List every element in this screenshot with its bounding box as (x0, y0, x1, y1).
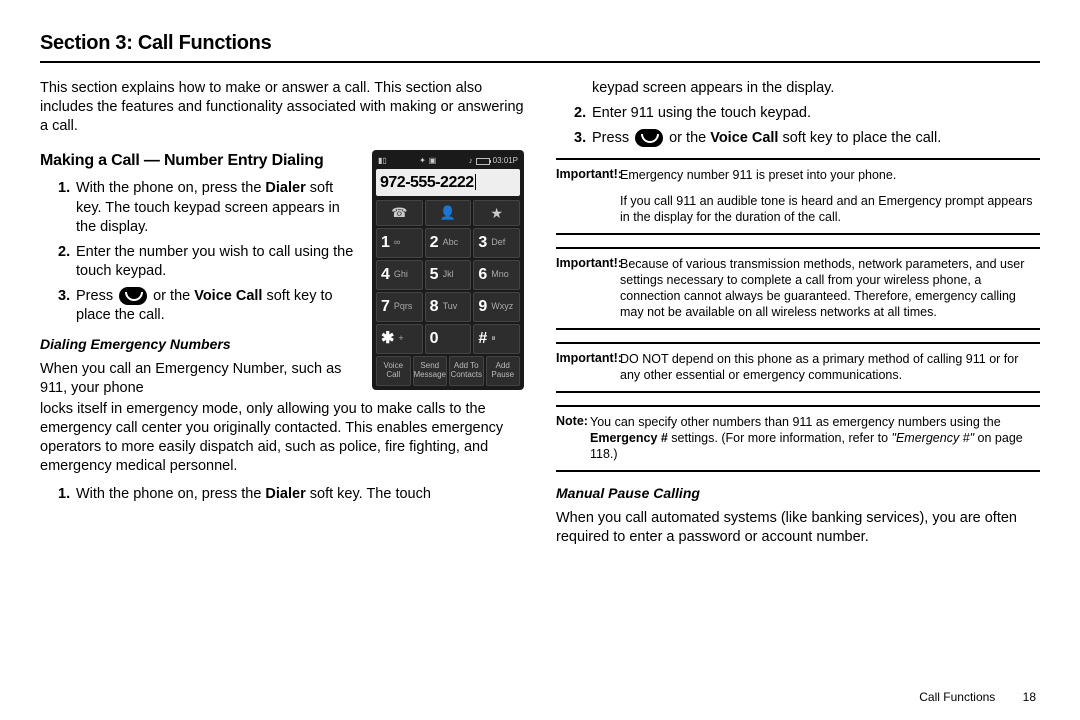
page-footer: Call Functions 18 (919, 690, 1036, 704)
phone-mockup: ▮▯ ✦ ▣ ♪ 03:01P 972-555-2222 ☎ 👤 ★ (372, 150, 524, 390)
important-2: Important!: Because of various transmiss… (556, 247, 1040, 330)
imp3-label: Important!: (556, 351, 622, 365)
softkey-3[interactable]: AddPause (486, 356, 521, 386)
clock-text: 03:01P (493, 156, 518, 167)
key-9[interactable]: 9Wxyz (473, 292, 520, 322)
imp2-label: Important!: (556, 256, 622, 270)
step2-text: Enter the number you wish to call using … (76, 244, 353, 279)
key-6[interactable]: 6Mno (473, 260, 520, 290)
heading-and-phone-row: Making a Call — Number Entry Dialing 1. … (40, 150, 524, 398)
nb-b: Emergency # (590, 431, 668, 445)
key-#[interactable]: #⏸ (473, 324, 520, 354)
intro-text: This section explains how to make or ans… (40, 79, 524, 136)
contacts-icon[interactable]: 👤 (425, 200, 472, 226)
keypad-row: 1∞2Abc3Def (376, 228, 520, 258)
key-✱[interactable]: ✱+ (376, 324, 423, 354)
key-4[interactable]: 4Ghi (376, 260, 423, 290)
making-call-heading: Making a Call — Number Entry Dialing (40, 150, 362, 171)
es3-b: or the (665, 130, 710, 146)
emergency-p1-rest: locks itself in emergency mode, only all… (40, 400, 524, 477)
footer-page-number: 18 (1023, 690, 1036, 704)
key-2[interactable]: 2Abc (425, 228, 472, 258)
imp3-body: DO NOT depend on this phone as a primary… (556, 351, 1040, 383)
softkey-row: VoiceCallSendMessageAdd ToContactsAddPau… (376, 356, 520, 386)
softkey-0[interactable]: VoiceCall (376, 356, 411, 386)
note-block: Note: You can specify other numbers than… (556, 405, 1040, 472)
favorites-icon[interactable]: ★ (473, 200, 520, 226)
es1-b: Dialer (265, 486, 305, 502)
dialer-bold: Dialer (265, 180, 305, 196)
key-7[interactable]: 7Pqrs (376, 292, 423, 322)
keypad-row: 4Ghi5Jkl6Mno (376, 260, 520, 290)
key-0[interactable]: 0 (425, 324, 472, 354)
status-bar: ▮▯ ✦ ▣ ♪ 03:01P (376, 154, 520, 169)
key-3[interactable]: 3Def (473, 228, 520, 258)
footer-section-name: Call Functions (919, 690, 995, 704)
softkey-1[interactable]: SendMessage (413, 356, 448, 386)
es1-a: With the phone on, press the (76, 486, 265, 502)
emergency-steps-right: 2. Enter 911 using the touch keypad. 3. … (556, 104, 1040, 148)
left-text-block: Making a Call — Number Entry Dialing 1. … (40, 150, 362, 398)
voice-call-bold: Voice Call (194, 288, 262, 304)
important-3: Important!: DO NOT depend on this phone … (556, 342, 1040, 393)
step3-b: or the (149, 288, 194, 304)
key-1[interactable]: 1∞ (376, 228, 423, 258)
imp2-body: Because of various transmission methods,… (556, 256, 1040, 320)
key-8[interactable]: 8Tuv (425, 292, 472, 322)
emerg-step-1: 1. With the phone on, press the Dialer s… (58, 485, 524, 504)
two-column-layout: This section explains how to make or ans… (40, 79, 1040, 547)
note-label: Note: (556, 414, 588, 428)
nb-d: "Emergency #" (892, 431, 975, 445)
pause-text: When you call automated systems (like ba… (556, 509, 1040, 547)
battery-icon (476, 158, 490, 165)
important-1: Important!: Emergency number 911 is pres… (556, 158, 1040, 235)
emergency-heading: Dialing Emergency Numbers (40, 335, 362, 353)
es3-a: Press (592, 130, 633, 146)
es2: Enter 911 using the touch keypad. (592, 105, 811, 121)
keypad: 1∞2Abc3Def4Ghi5Jkl6Mno7Pqrs8Tuv9Wxyz✱+0#… (376, 228, 520, 354)
speed-dial-icon[interactable]: ☎ (376, 200, 423, 226)
section-title: Section 3: Call Functions (40, 32, 1040, 55)
es1-c: soft key. The touch (306, 486, 431, 502)
keypad-row: ✱+0#⏸ (376, 324, 520, 354)
step1-text-a: With the phone on, press the (76, 180, 265, 196)
making-call-steps: 1. With the phone on, press the Dialer s… (40, 179, 362, 325)
step-1: 1. With the phone on, press the Dialer s… (58, 179, 362, 236)
es3-d: soft key to place the call. (778, 130, 941, 146)
emergency-p1-partial: When you call an Emergency Number, such … (40, 361, 341, 396)
imp1-body: Emergency number 911 is preset into your… (556, 167, 1040, 183)
shortcut-row: ☎ 👤 ★ (376, 200, 520, 226)
note-body: You can specify other numbers than 911 a… (556, 414, 1040, 462)
title-rule (40, 61, 1040, 63)
signal-icon: ▮▯ (378, 156, 387, 167)
emergency-steps-left: 1. With the phone on, press the Dialer s… (40, 485, 524, 504)
emerg-step-3: 3. Press or the Voice Call soft key to p… (574, 129, 1040, 148)
call-key-icon (635, 129, 663, 147)
step-3: 3. Press or the Voice Call soft key to p… (58, 287, 362, 325)
nb-a: You can specify other numbers than 911 a… (590, 415, 1001, 429)
imp1-label: Important!: (556, 167, 622, 181)
dialed-number: 972-555-2222 (380, 172, 474, 193)
step-2: 2. Enter the number you wish to call usi… (58, 243, 362, 281)
left-column: This section explains how to make or ans… (40, 79, 524, 547)
emerg-step-2: 2. Enter 911 using the touch keypad. (574, 104, 1040, 123)
nav-up-icon: ✦ (419, 156, 426, 167)
pause-heading: Manual Pause Calling (556, 484, 1040, 502)
number-display: 972-555-2222 (376, 169, 520, 196)
inbox-icon: ▣ (429, 156, 437, 167)
es3-c: Voice Call (710, 130, 778, 146)
step3-a: Press (76, 288, 117, 304)
right-column: keypad screen appears in the display. 2.… (556, 79, 1040, 547)
nb-c: settings. (For more information, refer t… (668, 431, 892, 445)
key-5[interactable]: 5Jkl (425, 260, 472, 290)
music-icon: ♪ (469, 156, 473, 167)
right-continuation: keypad screen appears in the display. (556, 79, 1040, 98)
softkey-2[interactable]: Add ToContacts (449, 356, 484, 386)
call-key-icon (119, 287, 147, 305)
imp1-extra: If you call 911 an audible tone is heard… (556, 193, 1040, 225)
keypad-row: 7Pqrs8Tuv9Wxyz (376, 292, 520, 322)
